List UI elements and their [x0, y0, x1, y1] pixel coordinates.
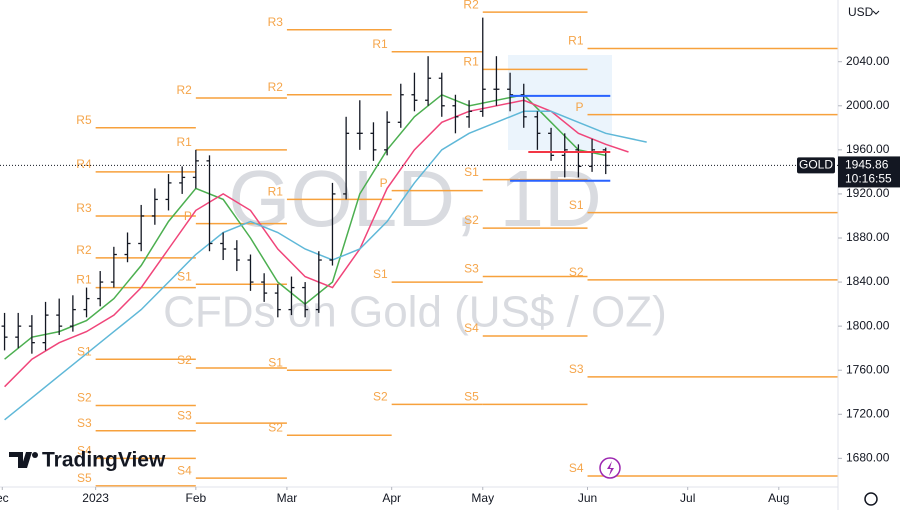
pivot-label: R1 — [463, 55, 479, 69]
y-tick-label: 1680.00 — [846, 451, 890, 465]
pivot-label: R1 — [76, 273, 92, 287]
range-highlight — [508, 55, 612, 150]
pivot-label: R1 — [176, 135, 192, 149]
symbol-tag — [797, 157, 835, 174]
pivot-label: S1 — [569, 198, 584, 212]
brand-logo: TradingView — [9, 449, 166, 472]
x-tick-label: Jul — [680, 491, 695, 505]
x-tick-label: Aug — [768, 491, 789, 505]
pivot-label: R3 — [268, 15, 284, 29]
pivot-label: S2 — [268, 420, 283, 434]
countdown-label: 10:16:55 — [845, 172, 892, 186]
x-tick-label: Feb — [185, 491, 206, 505]
pivot-label: R2 — [268, 80, 284, 94]
pivot-label: S1 — [268, 355, 283, 369]
symbol-tag-label: GOLD — [799, 158, 833, 172]
y-tick-label: 2000.00 — [846, 98, 890, 112]
pivot-label: R2 — [176, 83, 192, 97]
y-tick-label: 1720.00 — [846, 406, 890, 420]
pivot-label: S2 — [177, 353, 192, 367]
alert-bolt[interactable] — [607, 461, 614, 476]
watermark-subtitle: CFDs on Gold (US$ / OZ) — [163, 288, 667, 337]
x-tick-label: Mar — [277, 491, 298, 505]
pivot-label: R1 — [268, 185, 284, 199]
pivot-label: S2 — [77, 391, 92, 405]
pivot-label: S2 — [569, 265, 584, 279]
pivot-label: S5 — [464, 390, 479, 404]
pivot-label: R1 — [372, 37, 388, 51]
pivot-label: R2 — [463, 0, 479, 11]
watermark-title: GOLD, 1D — [228, 154, 601, 243]
pivot-label: S4 — [464, 321, 479, 335]
pivot-label: P — [380, 176, 388, 190]
pivot-label: S1 — [177, 269, 192, 283]
pivot-label: S3 — [569, 362, 584, 376]
price-tag — [838, 156, 900, 188]
x-tick-label: May — [471, 491, 494, 505]
pivot-label: S5 — [77, 471, 92, 485]
pivot-label: S4 — [77, 444, 92, 458]
y-tick-label: 1800.00 — [846, 318, 890, 332]
pivot-label: R4 — [76, 157, 92, 171]
currency-caret[interactable] — [872, 10, 880, 15]
y-tick-label: 1840.00 — [846, 274, 890, 288]
x-tick-label: Jun — [578, 491, 597, 505]
pivot-label: P — [184, 209, 192, 223]
pivot-label: R5 — [76, 113, 92, 127]
pivot-label: S2 — [373, 390, 388, 404]
pivot-label: S4 — [569, 461, 584, 475]
currency-menu[interactable]: USD — [848, 5, 874, 19]
pivot-label: P — [575, 100, 583, 114]
x-tick-label: ec — [0, 491, 9, 505]
price-tag-label: 1945.86 — [845, 158, 889, 172]
pivot-label: S1 — [77, 344, 92, 358]
settings-icon[interactable] — [864, 492, 878, 506]
pivot-label: S4 — [177, 463, 192, 477]
pivot-label: S2 — [464, 213, 479, 227]
y-tick-label: 1920.00 — [846, 186, 890, 200]
y-tick-label: 1960.00 — [846, 142, 890, 156]
pivot-label: R3 — [76, 201, 92, 215]
pivot-label: R1 — [568, 34, 584, 48]
y-tick-label: 1760.00 — [846, 362, 890, 376]
pivot-label: S3 — [464, 262, 479, 276]
y-tick-label: 2040.00 — [846, 54, 890, 68]
pivot-label: S3 — [177, 408, 192, 422]
pivot-label: S3 — [77, 416, 92, 430]
pivot-label: S1 — [464, 165, 479, 179]
y-tick-label: 1880.00 — [846, 230, 890, 244]
x-tick-label: Apr — [382, 491, 401, 505]
pivot-label: R2 — [76, 243, 92, 257]
x-tick-label: 2023 — [82, 491, 109, 505]
pivot-label: S1 — [373, 267, 388, 281]
brand-name: TradingView — [42, 449, 166, 472]
